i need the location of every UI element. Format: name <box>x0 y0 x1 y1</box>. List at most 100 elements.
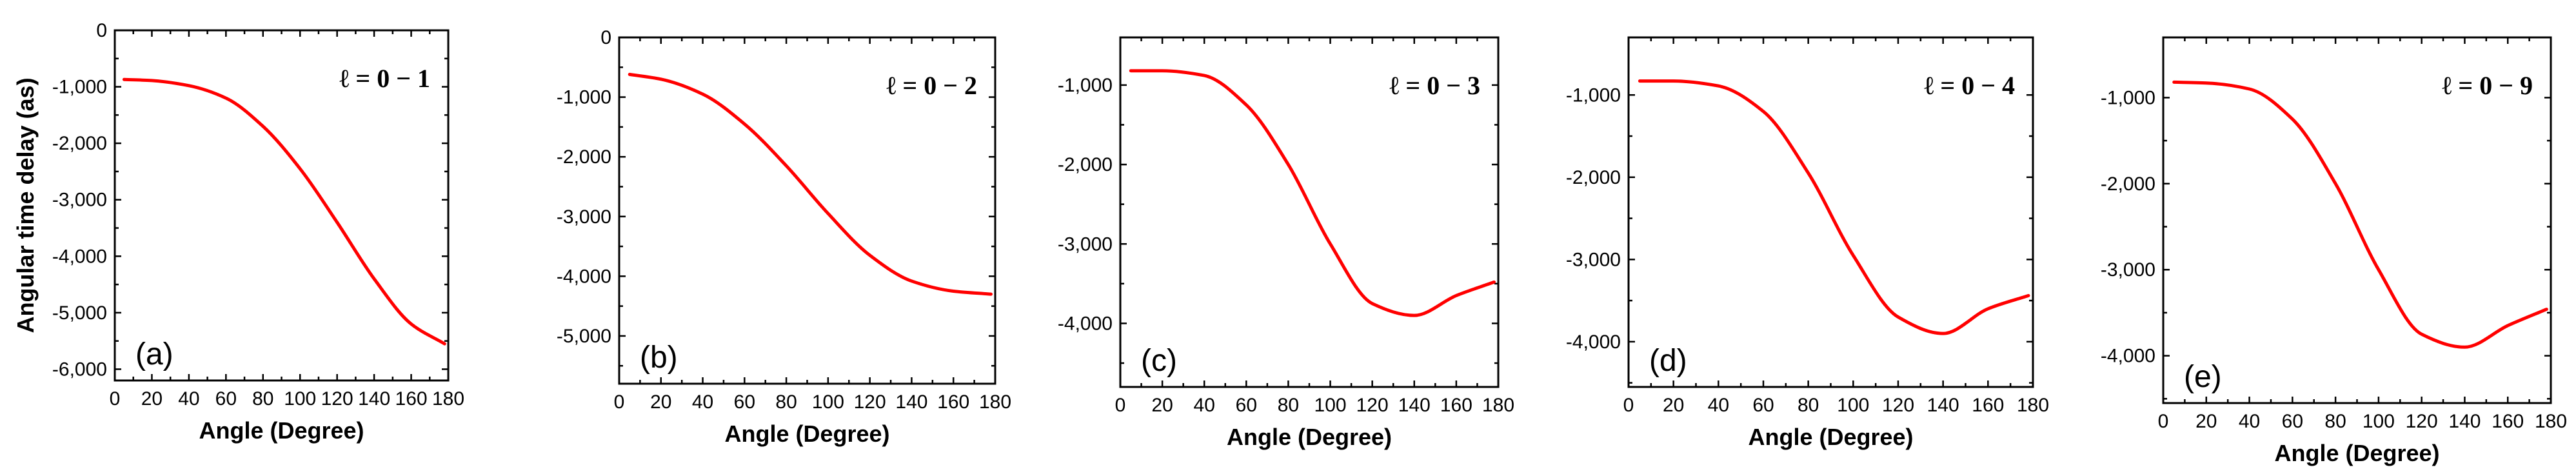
x-tick-label: 100 <box>284 388 316 410</box>
x-tick-label: 120 <box>2406 411 2438 432</box>
y-tick-label: -1,000 <box>1058 75 1113 96</box>
x-tick-label: 20 <box>650 391 671 413</box>
x-tick-label: 0 <box>1623 395 1634 416</box>
y-tick-label: -6,000 <box>52 359 107 380</box>
x-tick-label: 140 <box>1398 395 1431 416</box>
y-tick-label: -3,000 <box>1058 233 1113 255</box>
l-range-label: ℓ = 0 − 1 <box>339 64 430 93</box>
y-tick-label: -5,000 <box>557 326 611 347</box>
l-range-label: ℓ = 0 − 4 <box>1924 71 2015 100</box>
x-tick-label: 20 <box>2195 411 2217 432</box>
x-tick-label: 100 <box>1837 395 1869 416</box>
y-tick-label: -4,000 <box>1566 331 1621 353</box>
panel-d: 0 20 40 60 80 100 120 140 160 180 -1,000 -2,000 -3,0… <box>1566 36 2049 450</box>
y-tick-label: -2,000 <box>1566 167 1621 188</box>
y-tick-label: -3,000 <box>1566 249 1621 270</box>
x-tick-label: 180 <box>2017 395 2049 416</box>
y-tick-label: -3,000 <box>2101 259 2155 281</box>
y-tick-label: -4,000 <box>52 246 107 267</box>
panel-e: 0 20 40 60 80 100 120 140 160 180 -1,000 -2,000 -3,0… <box>2101 36 2567 466</box>
y-tick-label: -5,000 <box>52 302 107 324</box>
x-tick-label: 40 <box>178 388 199 410</box>
time-delay-curve <box>1638 79 2030 335</box>
x-tick-label: 0 <box>2158 411 2169 432</box>
x-tick-label: 100 <box>1314 395 1347 416</box>
l-range-label: ℓ = 0 − 2 <box>886 71 977 100</box>
x-tick-label: 60 <box>2282 411 2303 432</box>
y-tick-label: -2,000 <box>52 133 107 154</box>
panel-letter: (b) <box>640 341 678 375</box>
panel-letter: (d) <box>1649 344 1687 378</box>
x-tick-label: 160 <box>937 391 969 413</box>
x-tick-label: 180 <box>1482 395 1514 416</box>
x-tick-label: 80 <box>252 388 273 410</box>
x-tick-label: 0 <box>1115 395 1126 416</box>
x-tick-label: 20 <box>141 388 163 410</box>
y-tick-label: -2,000 <box>2101 173 2155 195</box>
time-delay-curve <box>2172 80 2548 349</box>
y-tick-label: -1,000 <box>1566 84 1621 106</box>
y-tick-label: 0 <box>96 20 107 41</box>
time-delay-curve <box>122 77 446 346</box>
panel-letter: (c) <box>1141 344 1177 378</box>
x-tick-label: 80 <box>1278 395 1299 416</box>
x-tick-label: 0 <box>110 388 121 410</box>
x-tick-label: 40 <box>1194 395 1215 416</box>
panel-a: 0 20 40 60 80 100 120 140 160 180 0 -1,000 -2,000 -3,… <box>12 20 464 444</box>
time-delay-curve <box>1129 69 1496 317</box>
x-tick-label: 160 <box>2492 411 2524 432</box>
x-tick-label: 20 <box>1151 395 1173 416</box>
l-range-label: ℓ = 0 − 9 <box>2442 71 2533 100</box>
x-tick-label: 120 <box>854 391 886 413</box>
x-tick-label: 120 <box>1882 395 1914 416</box>
x-tick-label: 40 <box>2239 411 2260 432</box>
x-tick-label: 20 <box>1663 395 1684 416</box>
x-tick-label: 60 <box>1236 395 1257 416</box>
x-tick-label: 40 <box>1708 395 1729 416</box>
y-tick-label: -4,000 <box>1058 313 1113 334</box>
x-tick-label: 40 <box>692 391 713 413</box>
x-tick-label: 160 <box>1972 395 2004 416</box>
x-tick-label: 120 <box>1356 395 1389 416</box>
x-tick-label: 160 <box>395 388 428 410</box>
x-tick-label: 80 <box>1798 395 1819 416</box>
x-tick-label: 180 <box>432 388 464 410</box>
x-tick-label: 80 <box>2324 411 2346 432</box>
y-tick-label: -1,000 <box>2101 87 2155 108</box>
x-tick-label: 80 <box>775 391 797 413</box>
x-tick-label: 0 <box>614 391 625 413</box>
y-tick-label: -3,000 <box>52 190 107 211</box>
x-tick-label: 140 <box>2448 411 2481 432</box>
x-tick-label: 60 <box>215 388 237 410</box>
y-axis-title: Angular time delay (as) <box>12 77 39 333</box>
y-tick-label: -2,000 <box>557 146 611 168</box>
x-axis-title: Angle (Degree) <box>1227 424 1392 450</box>
y-tick-label: -4,000 <box>557 266 611 287</box>
y-tick-label: -3,000 <box>557 206 611 228</box>
y-tick-label: -1,000 <box>557 87 611 108</box>
x-tick-label: 100 <box>812 391 844 413</box>
y-tick-label: -2,000 <box>1058 154 1113 175</box>
x-tick-label: 140 <box>895 391 927 413</box>
y-tick-label: -1,000 <box>52 77 107 98</box>
panel-letter: (e) <box>2184 360 2222 394</box>
x-axis-title: Angle (Degree) <box>2274 440 2439 466</box>
panel-c: 0 20 40 60 80 100 120 140 160 180 -1,000 -2,000 -3,0… <box>1058 36 1514 450</box>
x-tick-label: 140 <box>358 388 390 410</box>
x-axis-title: Angle (Degree) <box>1748 424 1913 450</box>
l-range-label: ℓ = 0 − 3 <box>1389 71 1480 100</box>
panel-letter: (a) <box>135 337 173 371</box>
time-delay-curve <box>628 72 993 296</box>
x-tick-label: 60 <box>1752 395 1774 416</box>
x-tick-label: 180 <box>2535 411 2567 432</box>
x-tick-label: 180 <box>979 391 1011 413</box>
x-tick-label: 100 <box>2363 411 2395 432</box>
y-tick-label: -4,000 <box>2101 346 2155 367</box>
y-tick-label: 0 <box>600 27 611 48</box>
x-tick-label: 160 <box>1440 395 1472 416</box>
x-axis-title: Angle (Degree) <box>199 417 364 444</box>
x-axis-title: Angle (Degree) <box>724 420 889 447</box>
x-tick-label: 120 <box>321 388 353 410</box>
x-tick-label: 140 <box>1927 395 1959 416</box>
